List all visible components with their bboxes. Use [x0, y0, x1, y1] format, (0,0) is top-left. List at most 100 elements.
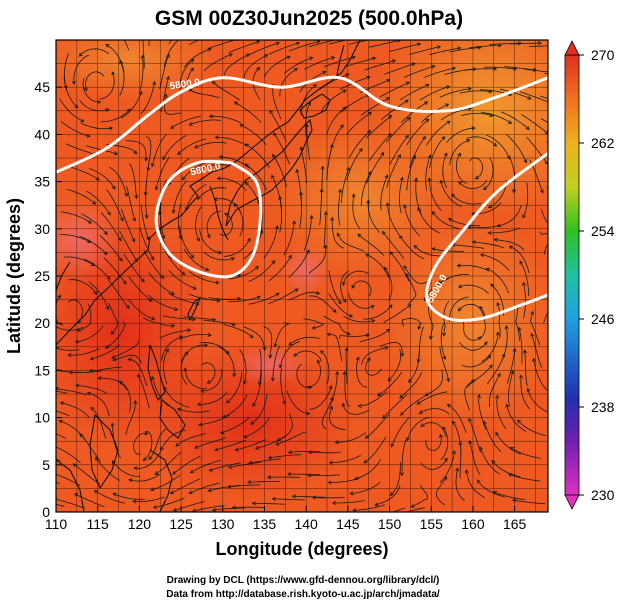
streamline-arrow — [232, 373, 237, 378]
streamline-arrow — [67, 353, 72, 358]
streamline — [425, 155, 431, 191]
streamline — [464, 68, 497, 71]
streamline-arrow — [519, 260, 524, 265]
streamline — [272, 498, 305, 501]
streamline-arrow — [154, 186, 159, 191]
streamline-arrow — [357, 403, 362, 408]
streamline-arrow — [192, 285, 197, 290]
streamline — [227, 484, 261, 488]
streamline — [288, 336, 320, 346]
streamline-arrow — [204, 342, 209, 348]
streamline-arrow — [270, 377, 275, 382]
streamline — [328, 270, 342, 305]
streamline — [59, 234, 91, 243]
streamline — [64, 53, 70, 89]
streamline — [74, 493, 105, 508]
streamline — [177, 408, 210, 413]
streamline — [189, 119, 221, 126]
streamline — [283, 57, 313, 74]
streamline — [56, 503, 65, 507]
streamline — [142, 430, 153, 461]
streamline-arrow — [95, 176, 100, 181]
streamline — [199, 229, 222, 254]
streamline — [183, 48, 212, 68]
streamline — [388, 349, 402, 382]
credit-data: Data from http://database.rish.kyoto-u.a… — [166, 589, 440, 600]
streamline-arrow — [271, 496, 276, 501]
streamline-arrow — [436, 45, 442, 50]
streamline-arrow — [172, 507, 178, 512]
streamline — [126, 185, 136, 222]
streamline — [194, 437, 227, 449]
colorbar-tick-label: 270 — [591, 47, 615, 63]
streamline-arrow — [150, 256, 155, 261]
streamline — [220, 417, 250, 434]
grid-lines — [56, 40, 548, 512]
streamline-arrow — [523, 159, 528, 164]
streamline-arrow — [496, 301, 501, 307]
streamline-arrow — [342, 370, 347, 375]
streamline — [490, 283, 504, 316]
streamline-arrow — [111, 71, 116, 76]
streamline-arrow — [72, 463, 77, 468]
streamline — [168, 270, 197, 290]
streamline-arrow — [431, 64, 436, 69]
streamline — [269, 110, 287, 142]
streamline-arrow — [74, 339, 80, 344]
streamline — [348, 293, 375, 309]
streamline — [486, 134, 511, 159]
streamline — [344, 57, 376, 68]
streamline — [452, 420, 462, 456]
streamline-arrow — [487, 204, 493, 209]
streamline — [199, 342, 230, 355]
streamline-arrow — [63, 85, 68, 90]
streamline — [219, 213, 233, 236]
streamline — [123, 253, 145, 283]
streamline-arrow — [307, 473, 312, 478]
streamline-arrow — [208, 114, 213, 119]
streamline-arrow — [444, 103, 450, 108]
streamline — [77, 304, 92, 332]
streamline-arrow — [558, 44, 561, 47]
streamline-arrow — [197, 167, 202, 171]
streamline-arrow — [483, 186, 488, 191]
streamline — [309, 385, 332, 410]
streamline-arrow — [273, 132, 277, 137]
streamline-arrow — [292, 220, 297, 225]
streamline-arrow — [148, 455, 153, 460]
streamline — [320, 350, 330, 385]
streamline — [329, 124, 344, 158]
streamline — [400, 394, 428, 416]
streamline-arrow — [78, 52, 83, 57]
streamline-arrow — [59, 401, 65, 406]
streamline — [215, 136, 247, 146]
streamline — [139, 55, 144, 92]
contour-label: 5800.0 — [169, 77, 201, 92]
streamline-arrow — [320, 350, 325, 355]
streamline-arrow — [522, 281, 526, 286]
streamline — [512, 499, 545, 505]
streamline-arrow — [332, 308, 337, 313]
x-tick-label: 135 — [253, 516, 277, 532]
streamline-arrow — [207, 488, 212, 493]
streamline — [323, 315, 351, 335]
streamline — [181, 161, 210, 181]
streamline-arrow — [108, 126, 114, 131]
streamline-arrow — [207, 332, 212, 337]
streamline — [439, 88, 472, 98]
streamline — [235, 439, 267, 451]
streamline — [506, 348, 516, 384]
streamline-arrow — [160, 446, 164, 452]
streamline — [509, 245, 530, 274]
streamline — [346, 111, 372, 136]
streamline-arrow — [141, 32, 144, 35]
streamline — [346, 148, 363, 181]
streamline-arrow — [111, 355, 116, 359]
wind-streamlines — [56, 32, 561, 512]
streamline — [366, 152, 385, 184]
streamline — [148, 428, 167, 460]
streamline-arrow — [326, 332, 331, 337]
contour-5800 — [56, 75, 548, 174]
streamline — [348, 40, 371, 45]
streamline-arrow — [384, 174, 389, 179]
